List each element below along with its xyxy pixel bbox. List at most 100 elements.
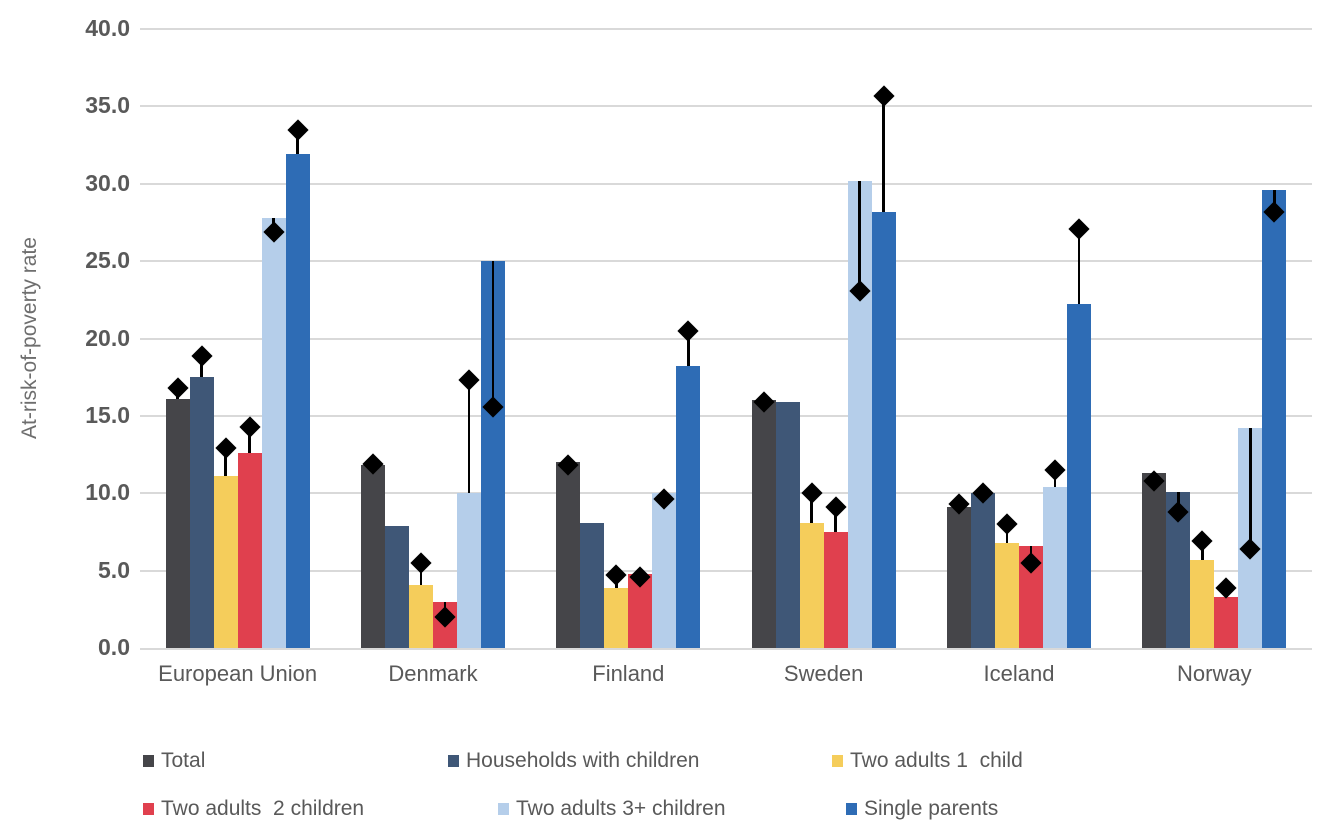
bar: [871, 211, 896, 648]
marker-whisker: [467, 380, 471, 494]
bar: [409, 584, 433, 648]
diamond-marker-icon: [191, 344, 213, 367]
marker-whisker: [882, 95, 885, 212]
legend-item: Two adults 3+ children: [498, 797, 726, 821]
gridline: [140, 337, 1312, 340]
bar: [971, 493, 995, 648]
bar: [285, 154, 310, 648]
category-label: Denmark: [388, 661, 478, 686]
marker-whisker: [419, 562, 423, 585]
diamond-marker-icon: [167, 377, 189, 399]
diamond-marker-icon: [239, 416, 261, 438]
legend-label: Two adults 3+ children: [516, 797, 726, 820]
legend-item: Single parents: [846, 797, 998, 821]
bar: [1262, 189, 1287, 648]
marker-whisker: [224, 448, 227, 477]
legend-label: Two adults 1 child: [850, 749, 1023, 772]
bar: [261, 217, 286, 648]
y-tick-label: 25.0: [85, 247, 130, 274]
y-tick-label: 35.0: [85, 92, 130, 119]
y-axis-title: At-risk-of-poverty rate: [18, 236, 41, 439]
bar: [1142, 473, 1167, 648]
marker-whisker: [491, 261, 495, 407]
legend-swatch-icon: [498, 803, 509, 815]
category-label: Norway: [1177, 661, 1252, 686]
legend-swatch-icon: [143, 755, 154, 767]
diamond-marker-icon: [801, 482, 823, 504]
bar: [1190, 559, 1215, 648]
marker-whisker: [296, 129, 299, 155]
y-tick-label: 20.0: [85, 324, 130, 351]
legend-label: Two adults 2 children: [161, 797, 365, 820]
marker-whisker: [1077, 228, 1081, 305]
gridline: [140, 105, 1312, 108]
legend-label: Total: [161, 749, 206, 772]
bar: [237, 453, 262, 648]
x-axis-line: [140, 648, 1312, 650]
diamond-marker-icon: [1044, 459, 1066, 481]
legend-item: Total: [143, 749, 205, 773]
bar: [1067, 304, 1091, 648]
diamond-marker-icon: [1215, 577, 1237, 599]
bar: [361, 465, 385, 648]
bar: [580, 522, 605, 648]
y-tick-label: 10.0: [85, 479, 130, 506]
category-label: Finland: [592, 661, 665, 686]
diamond-marker-icon: [996, 513, 1018, 535]
bar: [1214, 596, 1239, 648]
legend-label: Single parents: [864, 797, 999, 820]
gridline: [140, 182, 1312, 185]
legend-swatch-icon: [846, 803, 857, 815]
diamond-marker-icon: [1068, 218, 1090, 240]
bar: [652, 493, 677, 648]
bar: [676, 366, 701, 648]
gridline: [140, 569, 1312, 572]
marker-whisker: [810, 493, 813, 523]
diamond-marker-icon: [873, 84, 895, 107]
diamond-marker-icon: [825, 496, 847, 518]
chart-plot-area: [140, 28, 1312, 650]
legend-label: Households with children: [466, 749, 700, 772]
bar: [604, 587, 629, 648]
y-tick-label: 40.0: [85, 15, 130, 41]
y-tick-label: 30.0: [85, 169, 130, 196]
diamond-marker-icon: [1191, 530, 1213, 552]
bar: [995, 542, 1019, 648]
y-tick-label: 5.0: [98, 556, 130, 583]
marker-whisker: [687, 330, 690, 367]
marker-whisker: [858, 180, 861, 291]
legend-item: Two adults 1 child: [832, 749, 1023, 773]
bar: [823, 531, 848, 648]
bar: [385, 525, 409, 648]
diamond-marker-icon: [458, 369, 480, 391]
gridline: [140, 492, 1312, 495]
marker-whisker: [200, 355, 203, 378]
bar: [751, 400, 776, 648]
marker-whisker: [248, 426, 251, 453]
bar: [556, 462, 581, 648]
bar: [1043, 487, 1067, 648]
diamond-marker-icon: [605, 564, 627, 586]
category-label: Iceland: [983, 661, 1055, 686]
y-tick-label: 15.0: [85, 401, 130, 428]
diamond-marker-icon: [215, 437, 237, 459]
legend-swatch-icon: [448, 755, 459, 767]
y-tick-label: 0.0: [98, 634, 130, 660]
marker-whisker: [834, 507, 837, 532]
legend-swatch-icon: [832, 755, 843, 767]
gridline: [140, 260, 1312, 263]
bar: [213, 476, 238, 648]
bar: [947, 507, 971, 648]
bar: [775, 401, 800, 648]
legend-item: Households with children: [448, 749, 699, 773]
category-label: European Union: [158, 661, 318, 686]
marker-whisker: [1273, 189, 1276, 212]
gridline: [140, 414, 1312, 417]
bar: [799, 522, 824, 648]
legend-swatch-icon: [143, 803, 154, 815]
category-label: Sweden: [783, 661, 864, 686]
diamond-marker-icon: [287, 118, 309, 141]
bar: [165, 398, 190, 648]
marker-whisker: [1249, 428, 1252, 549]
